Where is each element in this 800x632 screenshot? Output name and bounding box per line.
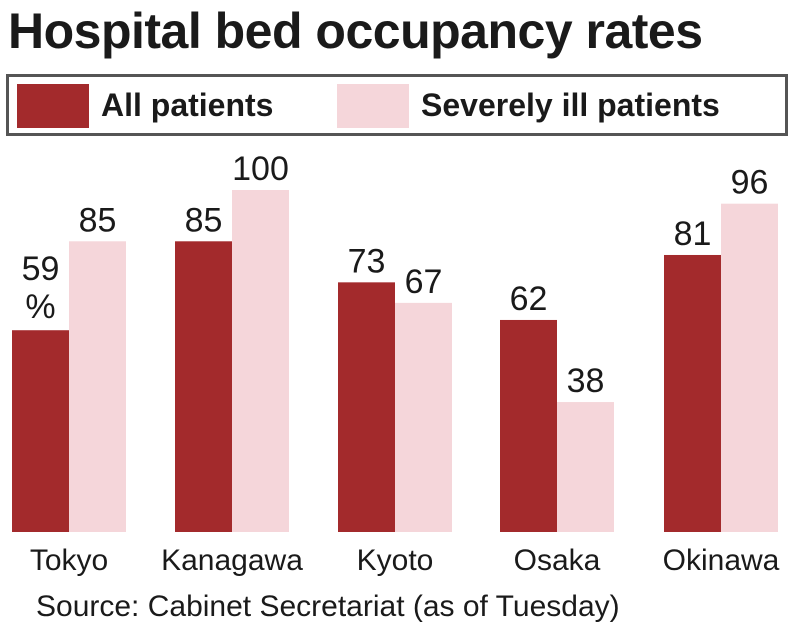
- category-label-kanagawa: Kanagawa: [161, 544, 303, 577]
- legend: All patients Severely ill patients: [6, 74, 788, 136]
- bar-tokyo-all-patients: [12, 330, 69, 532]
- data-label-kanagawa-all-patients: 85: [185, 201, 223, 239]
- category-label-osaka: Osaka: [514, 544, 601, 577]
- data-label-okinawa-all-patients: 81: [674, 215, 712, 253]
- category-label-kyoto: Kyoto: [357, 544, 434, 577]
- bar-tokyo-severely-ill-patients: [69, 241, 126, 533]
- bar-kanagawa-all-patients: [175, 241, 232, 533]
- bar-kyoto-all-patients: [338, 282, 395, 532]
- data-label-osaka-all-patients: 62: [510, 280, 548, 318]
- category-label-okinawa: Okinawa: [663, 544, 780, 577]
- bar-okinawa-severely-ill-patients: [721, 203, 778, 532]
- data-label-tokyo-severely-ill-patients: 85: [79, 201, 117, 239]
- data-label-okinawa-severely-ill-patients: 96: [731, 164, 769, 202]
- data-label-kyoto-severely-ill-patients: 67: [405, 263, 443, 301]
- data-label-kanagawa-severely-ill-patients: 100: [232, 150, 289, 188]
- source-note: Source: Cabinet Secretariat (as of Tuesd…: [36, 590, 620, 623]
- category-label-tokyo: Tokyo: [30, 544, 108, 577]
- chart-title: Hospital bed occupancy rates: [8, 3, 703, 59]
- data-label-osaka-severely-ill-patients: 38: [567, 362, 605, 400]
- bar-osaka-all-patients: [500, 319, 557, 532]
- bar-chart: 59%85Tokyo85100Kanagawa7367Kyoto6238Osak…: [12, 150, 780, 577]
- bar-kanagawa-severely-ill-patients: [232, 190, 289, 532]
- bar-osaka-severely-ill-patients: [557, 402, 614, 532]
- data-label-tokyo-all-patients: 59: [22, 250, 60, 288]
- legend-swatch-all-patients: [17, 84, 89, 128]
- bar-kyoto-severely-ill-patients: [395, 302, 452, 532]
- data-label-kyoto-all-patients: 73: [348, 242, 386, 280]
- data-label-unit: %: [25, 288, 55, 326]
- bar-okinawa-all-patients: [664, 254, 721, 533]
- legend-label-severely-ill-patients: Severely ill patients: [421, 87, 720, 123]
- legend-label-all-patients: All patients: [101, 87, 274, 123]
- legend-swatch-severely-ill-patients: [337, 84, 409, 128]
